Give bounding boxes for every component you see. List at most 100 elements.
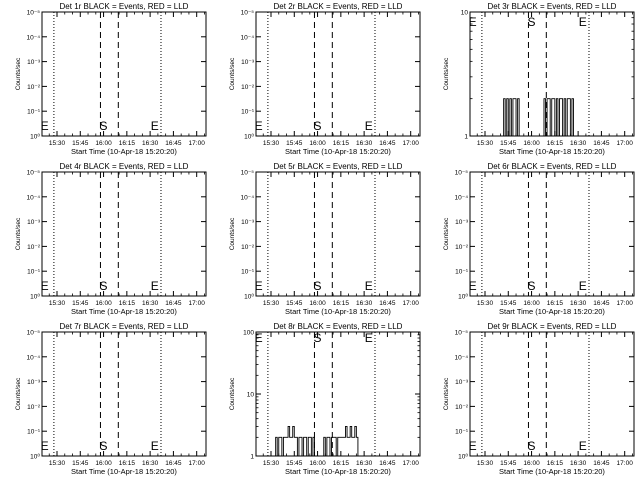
x-axis-label: Start Time (10-Apr-18 15:20:20)	[499, 147, 605, 156]
x-tick-label: 15:45	[286, 460, 303, 467]
y-axis-label: Counts/sec	[15, 57, 22, 90]
saa-marker-label: E	[365, 331, 373, 345]
x-tick-label: 17:00	[189, 140, 206, 147]
y-tick-label: 10⁰	[458, 293, 468, 301]
x-axis-label: Start Time (10-Apr-18 15:20:20)	[285, 307, 391, 316]
x-tick-label: 16:45	[379, 300, 396, 307]
x-tick-label: 16:00	[523, 460, 540, 467]
x-tick-label: 15:30	[477, 140, 494, 147]
saa-marker-label: S	[100, 439, 108, 453]
y-tick-label: 10⁻⁵	[455, 170, 469, 177]
x-tick-label: 16:30	[570, 460, 587, 467]
x-tick-label: 16:30	[570, 140, 587, 147]
detector-panel: Det 8r BLACK = Events, RED = LLD 1 10 100 Co…	[229, 322, 421, 476]
x-axis-label: Start Time (10-Apr-18 15:20:20)	[71, 307, 177, 316]
y-tick-label: 10⁻¹	[455, 269, 469, 276]
y-tick-label: 10⁻⁵	[241, 170, 255, 177]
y-axis-label: Counts/sec	[229, 217, 236, 250]
y-tick-label: 10⁻²	[27, 84, 41, 91]
saa-marker-label: E	[151, 279, 159, 293]
y-tick-label: 10⁻¹	[241, 109, 255, 116]
x-tick-label: 15:30	[477, 460, 494, 467]
saa-marker-label: E	[579, 15, 587, 29]
x-axis-label: Start Time (10-Apr-18 15:20:20)	[499, 307, 605, 316]
y-tick-label: 10⁻³	[241, 219, 255, 226]
y-tick-label: 10⁻⁵	[241, 10, 255, 17]
x-tick-label: 16:15	[547, 140, 564, 147]
y-axis-label: Counts/sec	[229, 57, 236, 90]
chart-title: Det 3r BLACK = Events, RED = LLD	[488, 2, 617, 11]
x-tick-label: 16:00	[95, 460, 112, 467]
saa-marker-label: E	[365, 279, 373, 293]
x-axis-label: Start Time (10-Apr-18 15:20:20)	[285, 147, 391, 156]
saa-marker-label: S	[528, 15, 536, 29]
chart-title: Det 2r BLACK = Events, RED = LLD	[274, 2, 403, 11]
y-tick-label: 10⁻³	[455, 379, 469, 386]
detector-panel: Det 9r BLACK = Events, RED = LLD 10⁰ 10⁻¹ 1…	[443, 322, 635, 476]
x-tick-label: 16:30	[142, 300, 159, 307]
saa-marker-label: E	[151, 119, 159, 133]
x-tick-label: 15:30	[477, 300, 494, 307]
x-tick-label: 16:30	[356, 300, 373, 307]
saa-marker-label: S	[314, 279, 322, 293]
plot-frame	[255, 171, 421, 297]
x-tick-label: 16:45	[165, 140, 182, 147]
x-tick-label: 15:30	[49, 300, 66, 307]
plot-frame	[469, 331, 635, 457]
x-axis-label: Start Time (10-Apr-18 15:20:20)	[71, 147, 177, 156]
x-tick-label: 17:00	[189, 300, 206, 307]
y-tick-label: 10⁻¹	[27, 269, 41, 276]
y-axis-label: Counts/sec	[229, 377, 236, 410]
y-tick-label: 10⁻⁴	[27, 354, 41, 361]
y-tick-label: 10⁻⁴	[455, 194, 469, 201]
x-tick-label: 16:30	[356, 460, 373, 467]
saa-marker-label: E	[255, 331, 263, 345]
x-tick-label: 16:45	[593, 140, 610, 147]
x-tick-label: 16:15	[119, 460, 136, 467]
y-tick-label: 100	[243, 330, 254, 337]
saa-marker-label: E	[41, 279, 49, 293]
y-tick-label: 10⁻⁴	[455, 354, 469, 361]
y-axis-label: Counts/sec	[15, 377, 22, 410]
chart-title: Det 5r BLACK = Events, RED = LLD	[274, 162, 403, 171]
saa-marker-label: E	[41, 119, 49, 133]
plot-frame	[41, 171, 207, 297]
y-tick-label: 10⁰	[30, 293, 40, 301]
x-tick-label: 16:45	[593, 460, 610, 467]
y-tick-label: 10⁻⁵	[27, 170, 41, 177]
y-tick-label: 10⁻¹	[455, 429, 469, 436]
saa-marker-label: S	[314, 119, 322, 133]
chart-title: Det 8r BLACK = Events, RED = LLD	[274, 322, 403, 331]
x-tick-label: 15:30	[263, 140, 280, 147]
x-tick-label: 16:15	[119, 300, 136, 307]
saa-marker-label: E	[579, 439, 587, 453]
plot-frame	[469, 171, 635, 297]
chart-title: Det 1r BLACK = Events, RED = LLD	[60, 2, 189, 11]
x-tick-label: 16:00	[95, 300, 112, 307]
y-tick-label: 10⁰	[30, 133, 40, 141]
x-tick-label: 15:45	[72, 300, 89, 307]
saa-marker-label: E	[579, 279, 587, 293]
detector-panel: Det 5r BLACK = Events, RED = LLD 10⁰ 10⁻¹ 1…	[229, 162, 421, 316]
saa-marker-label: S	[100, 119, 108, 133]
saa-marker-label: E	[41, 439, 49, 453]
y-tick-label: 10⁻⁴	[241, 194, 255, 201]
y-tick-label: 10⁻²	[27, 244, 41, 251]
y-tick-label: 10⁻³	[27, 59, 41, 66]
x-tick-label: 16:45	[379, 460, 396, 467]
x-axis-label: Start Time (10-Apr-18 15:20:20)	[499, 467, 605, 476]
x-tick-label: 15:45	[500, 140, 517, 147]
plot-frame	[255, 11, 421, 137]
y-tick-label: 10⁻⁴	[27, 194, 41, 201]
detector-panel: Det 2r BLACK = Events, RED = LLD 10⁰ 10⁻¹ 1…	[229, 2, 421, 156]
y-tick-label: 10⁰	[244, 133, 254, 141]
detector-panel: Det 3r BLACK = Events, RED = LLD 1 10 Count…	[443, 2, 635, 156]
y-axis-label: Counts/sec	[443, 217, 450, 250]
x-tick-label: 16:00	[523, 140, 540, 147]
saa-marker-label: S	[100, 279, 108, 293]
x-tick-label: 16:00	[95, 140, 112, 147]
x-tick-label: 16:30	[570, 300, 587, 307]
x-tick-label: 17:00	[189, 460, 206, 467]
saa-marker-label: E	[469, 279, 477, 293]
